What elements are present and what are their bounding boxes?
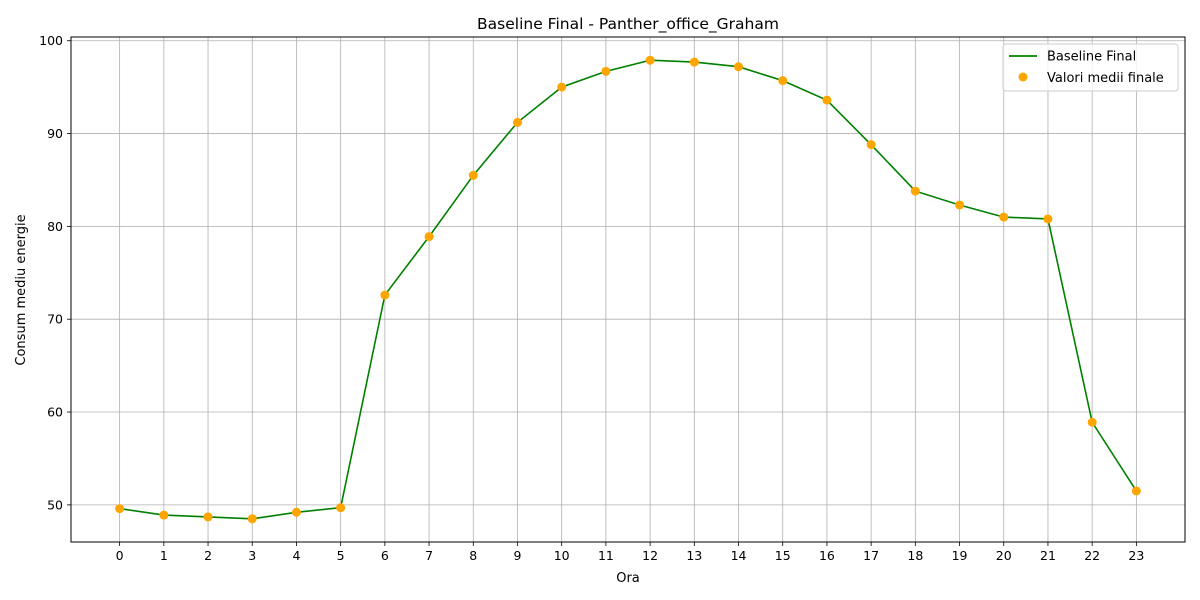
data-point — [115, 504, 125, 514]
chart-title: Baseline Final - Panther_office_Graham — [477, 15, 779, 34]
legend-label-valori-medii-finale: Valori medii finale — [1047, 71, 1164, 86]
data-point — [601, 66, 611, 76]
x-tick-label: 1 — [160, 548, 168, 563]
x-tick-label: 0 — [116, 548, 124, 563]
y-axis-title: Consum mediu energie — [14, 214, 29, 365]
y-tick-label: 50 — [47, 497, 63, 512]
plot-frame — [70, 36, 1186, 543]
y-tick-label: 90 — [47, 126, 63, 141]
x-tick-label: 12 — [642, 548, 658, 563]
x-tick-label: 20 — [996, 548, 1012, 563]
x-tick-label: 11 — [598, 548, 614, 563]
data-point — [910, 186, 920, 196]
x-tick-label: 16 — [819, 548, 835, 563]
data-point — [203, 512, 213, 522]
x-axis-title: Ora — [616, 571, 640, 586]
data-point — [468, 170, 478, 180]
grid-lines — [71, 37, 1185, 542]
legend: Baseline Final Valori medii finale — [1002, 43, 1179, 92]
data-point — [557, 82, 567, 92]
data-point — [866, 140, 876, 150]
y-axis: 50 60 70 80 90 100 — [39, 33, 71, 512]
x-tick-label: 4 — [292, 548, 300, 563]
data-point — [645, 55, 655, 65]
x-tick-label: 21 — [1040, 548, 1056, 563]
x-tick-label: 7 — [425, 548, 433, 563]
x-tick-label: 15 — [775, 548, 791, 563]
series-valori-medii-finale — [115, 55, 1141, 524]
data-point — [512, 117, 522, 127]
series-line-path — [119, 59, 1138, 520]
data-point — [1043, 214, 1053, 224]
data-point — [247, 514, 257, 524]
series-baseline-final — [119, 59, 1138, 520]
x-tick-label: 2 — [204, 548, 212, 563]
x-tick-label: 19 — [952, 548, 968, 563]
x-tick-label: 14 — [731, 548, 747, 563]
data-point — [380, 290, 390, 300]
data-point — [822, 95, 832, 105]
y-tick-label: 80 — [47, 219, 63, 234]
x-tick-label: 18 — [907, 548, 923, 563]
x-tick-label: 5 — [337, 548, 345, 563]
data-point — [291, 507, 301, 517]
data-point — [734, 62, 744, 72]
data-point — [1087, 417, 1097, 427]
x-tick-label: 6 — [381, 548, 389, 563]
x-tick-label: 10 — [554, 548, 570, 563]
x-tick-label: 17 — [863, 548, 879, 563]
x-tick-label: 13 — [686, 548, 702, 563]
data-point — [999, 212, 1009, 222]
x-tick-label: 8 — [469, 548, 477, 563]
data-point — [424, 232, 434, 242]
data-point — [336, 503, 346, 513]
data-point — [1131, 486, 1141, 496]
data-point — [689, 57, 699, 67]
data-point — [955, 200, 965, 210]
x-axis: 0 1 2 3 4 5 6 7 8 9 10 11 12 13 14 15 16 17 18 19 20 21 22 23 — [116, 542, 1144, 563]
y-tick-label: 100 — [39, 33, 63, 48]
x-tick-label: 3 — [248, 548, 256, 563]
x-tick-label: 22 — [1084, 548, 1100, 563]
legend-box — [1002, 43, 1179, 92]
legend-label-baseline-final: Baseline Final — [1047, 50, 1136, 65]
legend-marker-swatch — [1018, 72, 1028, 82]
x-tick-label: 23 — [1128, 548, 1144, 563]
y-tick-label: 70 — [47, 312, 63, 327]
plot-area — [71, 37, 1185, 542]
data-point — [778, 76, 788, 86]
y-tick-label: 60 — [47, 405, 63, 420]
x-tick-label: 9 — [514, 548, 522, 563]
data-point — [159, 510, 169, 520]
